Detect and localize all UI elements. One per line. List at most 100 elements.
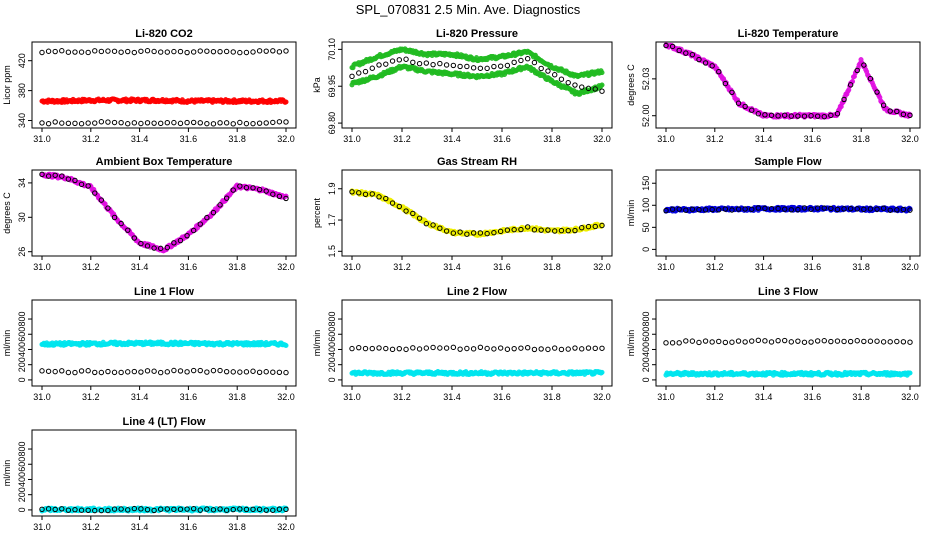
data-point [592,223,598,230]
data-point [821,113,827,120]
data-point [210,367,217,374]
data-point [894,207,900,213]
y-tick-label: 52.03 [641,68,651,91]
data-point [585,223,592,230]
data-point [477,344,484,351]
data-point [125,227,131,233]
data-point [880,102,887,108]
data-point [190,49,197,55]
x-tick-label: 31.6 [180,134,198,144]
y-tick-label: 600 [641,327,651,342]
data-point [558,76,565,82]
data-point [92,120,98,126]
series-line_other [349,344,605,353]
data-point [821,205,827,211]
panel-8: Line 3 Flow ml/min 31.0 31.2 31.4 31.6 31.8 32.… [626,286,921,402]
series-line_other [663,337,913,346]
data-point [164,120,170,126]
plot-frame [341,169,613,257]
x-tick-label: 31.6 [493,392,511,402]
data-point [457,229,463,235]
data-point [729,339,735,345]
data-point [907,112,913,118]
data-point [572,345,578,351]
data-point [356,70,362,76]
series-line_active [349,369,605,378]
data-point [151,48,157,55]
data-point [72,369,78,376]
y-tick-label: 69.95 [327,75,337,98]
data-point [45,48,52,54]
data-point [105,205,111,211]
data-point [689,338,696,344]
data-point [834,111,841,117]
y-tick-label: 800 [17,312,27,327]
data-point [416,60,423,67]
series-line_active [39,339,289,348]
data-point [599,88,605,94]
data-point [524,345,531,351]
data-point [276,49,283,55]
x-tick-label: 31.4 [443,392,461,402]
x-tick-label: 32.0 [901,262,919,272]
data-point [125,48,131,55]
data-point [477,65,484,71]
data-point [742,103,748,110]
data-point [565,79,571,86]
y-tick-label: 600 [327,327,337,342]
data-point [716,207,722,213]
panel-4: Gas Stream RH percent 31.0 31.2 31.4 31.6 31.8… [312,156,613,272]
y-tick-label: 34 [17,178,27,188]
data-point [263,369,269,375]
y-tick-label: 0 [17,507,27,512]
data-point [497,345,504,351]
y-tick-label: 0 [17,377,27,382]
data-point [164,244,170,251]
series-rh_avg [349,189,605,237]
data-point [256,48,263,54]
data-point [389,58,396,64]
data-point [78,368,85,374]
x-tick-label: 31.8 [852,262,870,272]
data-point [98,197,105,203]
panel-title: Line 2 Flow [447,286,507,298]
y-tick-label: 800 [17,442,27,457]
data-point [900,339,907,345]
data-point [689,51,696,58]
data-point [702,207,709,213]
data-point [283,119,289,125]
data-point [164,49,170,55]
plot-frame [31,299,297,387]
y-axis-label: Licor ppm [2,65,12,105]
data-point [504,62,511,69]
data-point [52,119,58,125]
data-point [52,48,58,55]
data-point [423,60,430,66]
data-point [558,346,565,353]
data-point [900,206,907,213]
data-point [464,63,470,70]
data-point [283,342,289,348]
data-point [118,119,124,126]
data-point [396,203,402,210]
data-point [283,99,289,105]
y-tick-label: 800 [641,312,651,327]
panel-7: Line 2 Flow ml/min 31.0 31.2 31.4 31.6 31.8 32.… [312,286,613,402]
x-tick-label: 31.6 [804,134,822,144]
data-point [847,82,854,88]
y-axis-label: kPa [312,77,322,93]
data-point [396,345,402,352]
x-tick-label: 31.2 [82,262,100,272]
data-point [841,96,847,103]
data-point [775,337,781,344]
data-point [217,120,223,126]
x-tick-label: 32.0 [277,392,295,402]
x-tick-label: 32.0 [277,134,295,144]
data-point [709,339,715,345]
data-point [85,120,91,126]
data-point [457,346,463,352]
y-axis-label: percent [312,197,322,228]
data-point [197,221,203,227]
data-point [105,48,111,54]
data-point [847,205,854,212]
